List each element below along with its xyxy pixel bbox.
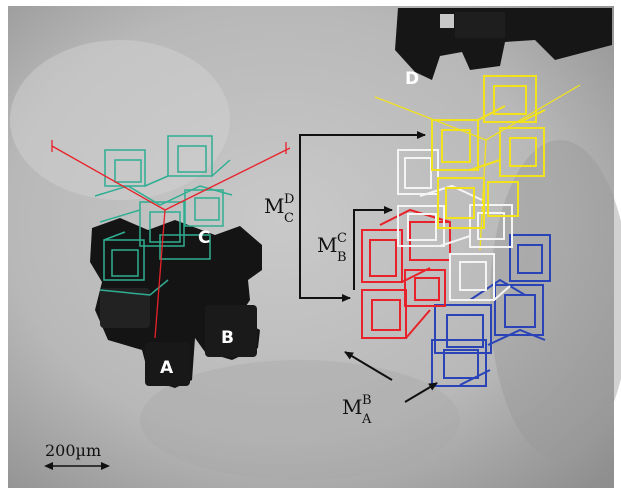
transform-label-m-bc: M C B — [317, 231, 347, 265]
yellow-wireframe-model — [431, 75, 546, 229]
svg-text:B: B — [362, 393, 372, 408]
label-b: B — [221, 328, 234, 348]
white-wireframe-model — [397, 149, 513, 301]
label-c: C — [198, 228, 210, 248]
svg-text:A: A — [361, 412, 372, 427]
dark-microrobot-top — [395, 8, 612, 80]
bg-texture — [490, 140, 621, 460]
svg-text:C: C — [284, 211, 294, 226]
svg-text:D: D — [284, 192, 294, 207]
svg-text:M: M — [342, 395, 362, 419]
transform-label-m-cd: M D C — [264, 192, 294, 226]
teal-wireframe-model — [94, 135, 233, 296]
arrow-m-ab-right — [404, 382, 438, 403]
arrow-m-bc — [353, 206, 393, 290]
blue-wireframe-model — [431, 234, 551, 387]
arrow-m-ab-left — [344, 351, 393, 381]
svg-text:M: M — [317, 233, 337, 257]
svg-text:M: M — [264, 194, 284, 218]
label-a: A — [160, 358, 174, 378]
transform-label-m-ab: M B A — [342, 393, 372, 427]
svg-text:B: B — [337, 250, 347, 265]
label-d: D — [405, 69, 419, 89]
scale-bar-arrow — [44, 462, 110, 470]
svg-text:C: C — [337, 231, 347, 246]
bg-texture — [10, 40, 230, 200]
dark-microrobot-left — [90, 218, 262, 388]
bg-texture — [140, 360, 460, 480]
scale-bar-label: 200µm — [45, 441, 101, 460]
red-axes-left — [51, 140, 291, 339]
